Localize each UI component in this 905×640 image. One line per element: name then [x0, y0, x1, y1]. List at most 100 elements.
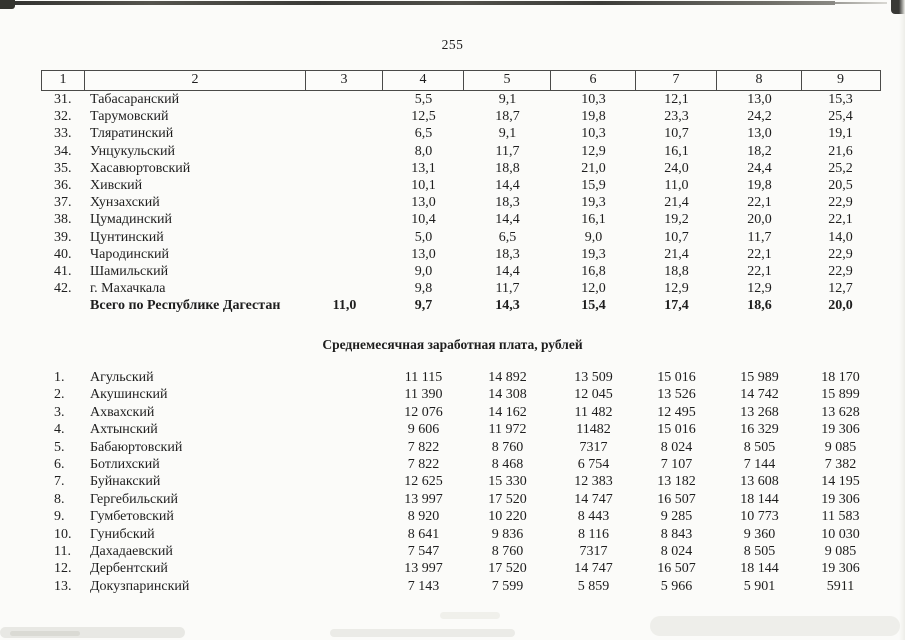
table-row: 40. Чародинский 13,0 18,3 19,3 21,4 22,1 22,9 [42, 246, 880, 263]
value-cell: 7 599 [491, 578, 524, 594]
value-cell: 19,3 [581, 195, 606, 211]
value-cell: 10 220 [488, 509, 527, 525]
row-number: 8. [54, 491, 65, 507]
value-cell: 11,0 [332, 298, 357, 314]
value-cell: 8 468 [491, 456, 524, 472]
table-row: 37. Хунзахский 13,0 18,3 19,3 21,4 22,1 22,9 [42, 194, 880, 211]
value-cell: 19 306 [821, 561, 860, 577]
row-number: 35. [54, 160, 72, 176]
district-name: Чародинский [90, 246, 170, 262]
value-cell: 5911 [826, 578, 855, 594]
value-cell: 9,8 [414, 281, 433, 297]
value-cell: 11,7 [747, 229, 772, 245]
value-cell: 9 836 [491, 526, 524, 542]
value-cell: 14 747 [574, 491, 613, 507]
district-name: Ахвахский [90, 404, 155, 420]
value-cell: 12,1 [664, 92, 689, 107]
value-cell: 21,4 [664, 246, 689, 262]
district-name: Дербентский [90, 561, 168, 577]
district-name: Тляратинский [90, 126, 174, 142]
value-cell: 18,2 [747, 143, 772, 159]
header-col-2: 2 [85, 71, 306, 90]
total-row: Всего по Республике Дагестан 11,0 9,7 14,3 1… [42, 297, 880, 314]
value-cell: 20,5 [828, 177, 853, 193]
district-name: Всего по Республике Дагестан [90, 298, 281, 314]
table-row: 34. Унцукульский 8,0 11,7 12,9 16,1 18,2 21,6 [42, 143, 880, 160]
value-cell: 18 144 [740, 561, 779, 577]
scan-edge-right [899, 0, 905, 640]
row-number: 40. [54, 246, 72, 262]
district-name: Дахадаевский [90, 543, 173, 559]
value-cell [306, 439, 383, 456]
value-cell: 13 608 [740, 474, 779, 490]
value-cell [306, 125, 383, 142]
district-name: Гунибский [90, 526, 155, 542]
district-name: Гумбетовский [90, 509, 174, 525]
row-number [42, 297, 85, 314]
value-cell: 12,7 [828, 281, 853, 297]
value-cell: 18 144 [740, 491, 779, 507]
value-cell: 22,1 [747, 195, 772, 211]
district-name: Унцукульский [90, 143, 176, 159]
row-number: 7. [54, 474, 65, 490]
value-cell: 22,9 [828, 263, 853, 279]
value-cell: 16,8 [581, 263, 606, 279]
header-col-8: 8 [717, 71, 802, 90]
value-cell: 19 306 [821, 422, 860, 438]
value-cell: 14 747 [574, 561, 613, 577]
district-name: Агульский [90, 370, 154, 385]
value-cell: 9,0 [414, 263, 433, 279]
value-cell: 14 892 [488, 370, 527, 385]
value-cell: 11 482 [574, 404, 613, 420]
scan-smudge-bottom-right [650, 616, 900, 636]
value-cell: 19,2 [664, 212, 689, 228]
value-cell: 14,4 [495, 263, 520, 279]
row-number: 9. [54, 509, 65, 525]
value-cell: 10,3 [581, 126, 606, 142]
district-name: Цунтинский [90, 229, 164, 245]
value-cell: 11,0 [664, 177, 689, 193]
row-number: 37. [54, 195, 72, 211]
value-cell: 8 760 [491, 439, 524, 455]
value-cell: 8 760 [491, 543, 524, 559]
value-cell: 10,3 [581, 92, 606, 107]
district-name: Тарумовский [90, 109, 169, 125]
value-cell: 12 045 [574, 387, 613, 403]
value-cell: 6 754 [577, 456, 610, 472]
scan-smudge-mid [440, 612, 500, 619]
value-cell [306, 491, 383, 508]
value-cell: 5 901 [743, 578, 776, 594]
value-cell: 13,1 [411, 160, 436, 176]
header-col-1: 1 [42, 71, 85, 90]
value-cell: 8 843 [660, 526, 693, 542]
value-cell [306, 194, 383, 211]
value-cell: 13 509 [574, 370, 613, 385]
value-cell: 12,5 [411, 109, 436, 125]
district-name: Табасаранский [90, 92, 180, 107]
value-cell: 12 383 [574, 474, 613, 490]
district-name: Буйнакский [90, 474, 161, 490]
row-number: 11. [54, 543, 71, 559]
scan-edge-top [0, 1, 835, 5]
row-number: 34. [54, 143, 72, 159]
table-row: 11. Дахадаевский 7 547 8 760 7317 8 024 8 505 9… [42, 543, 880, 560]
table-row: 1. Агульский 11 115 14 892 13 509 15 016 15 98… [42, 369, 880, 386]
scan-edge-top-right [891, 0, 905, 14]
value-cell: 7 144 [743, 456, 776, 472]
value-cell: 11 972 [488, 422, 527, 438]
value-cell: 18,3 [495, 195, 520, 211]
district-name: Шамильский [90, 263, 169, 279]
value-cell: 22,1 [747, 263, 772, 279]
value-cell: 11,7 [495, 143, 520, 159]
value-cell [306, 578, 383, 595]
value-cell: 7 547 [407, 543, 440, 559]
row-number: 12. [54, 561, 72, 577]
value-cell: 7317 [579, 439, 608, 455]
value-cell [306, 108, 383, 125]
value-cell: 23,3 [664, 109, 689, 125]
value-cell: 9,7 [414, 298, 433, 314]
value-cell: 15,3 [828, 92, 853, 107]
value-cell: 15 899 [821, 387, 860, 403]
value-cell [306, 280, 383, 297]
